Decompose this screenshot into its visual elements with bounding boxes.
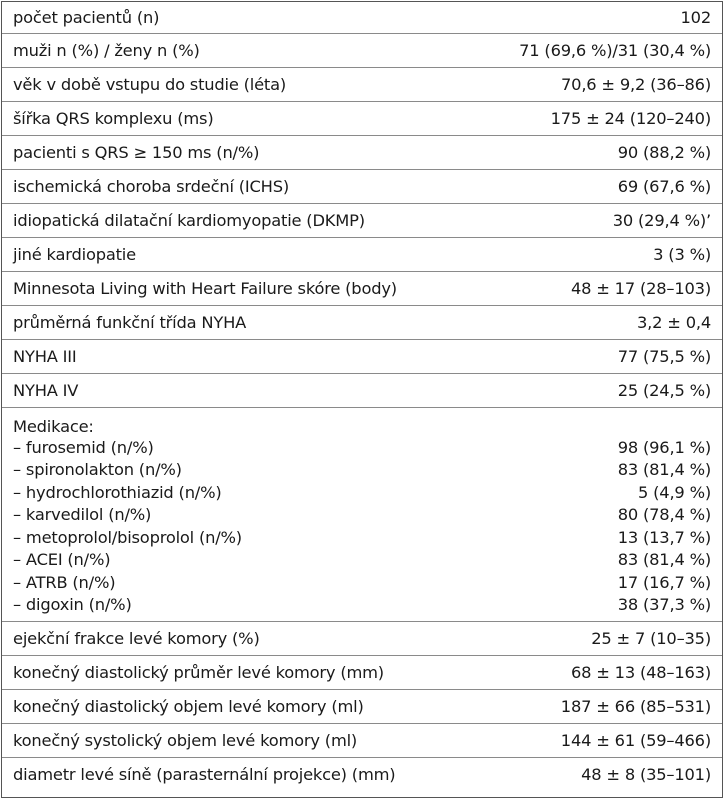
row-value: 144 ± 61 (59–466): [473, 723, 722, 758]
medication-row: – digoxin (n/%) 38 (37,3 %): [2, 593, 722, 622]
medication-label: – ATRB (n/%): [13, 572, 116, 592]
table-row: NYHA IV 25 (24,5 %): [2, 373, 722, 408]
medication-value: 83 (81,4 %): [617, 550, 711, 570]
row-value: 3,2 ± 0,4: [473, 305, 722, 340]
medication-row: – ATRB (n/%) 17 (16,7 %): [2, 571, 722, 594]
row-value: 187 ± 66 (85–531): [473, 689, 722, 724]
patient-characteristics-table: počet pacientů (n) 102 muži n (%) / ženy…: [2, 2, 722, 792]
row-label: věk v době vstupu do studie (léta): [2, 67, 474, 102]
table-row: NYHA III 77 (75,5 %): [2, 339, 722, 374]
row-label: muži n (%) / ženy n (%): [2, 33, 474, 68]
medication-value: 13 (13,7 %): [617, 527, 711, 547]
row-value: 25 (24,5 %): [473, 373, 722, 408]
medication-label: – hydrochlorothiazid (n/%): [13, 482, 222, 502]
medication-value: 80 (78,4 %): [617, 505, 711, 525]
medication-row: – furosemid (n/%) 98 (96,1 %): [2, 436, 722, 459]
medication-value: 98 (96,1 %): [617, 437, 711, 457]
medication-heading-row: Medikace:: [2, 408, 722, 436]
medication-label: – digoxin (n/%): [2, 593, 474, 622]
row-label: diametr levé síně (parasternální projekc…: [13, 765, 396, 784]
row-label: konečný diastolický objem levé komory (m…: [2, 689, 474, 724]
medication-value: 83 (81,4 %): [617, 460, 711, 480]
row-label: NYHA IV: [2, 373, 474, 408]
row-value: 30 (29,4 %)’: [473, 203, 722, 238]
table-row: konečný systolický objem levé komory (ml…: [2, 723, 722, 758]
medication-row: – karvedilol (n/%) 80 (78,4 %): [2, 504, 722, 527]
table-row: idiopatická dilatační kardiomyopatie (DK…: [2, 203, 722, 238]
row-label: Minnesota Living with Heart Failure skór…: [2, 271, 474, 306]
medication-value: 5 (4,9 %): [638, 482, 711, 502]
row-label: šířka QRS komplexu (ms): [2, 101, 474, 136]
table-row: Minnesota Living with Heart Failure skór…: [2, 271, 722, 306]
medication-label: – spironolakton (n/%): [13, 460, 182, 480]
table-row: ejekční frakce levé komory (%) 25 ± 7 (1…: [2, 621, 722, 656]
row-value: 48 ± 17 (28–103): [473, 271, 722, 306]
row-value: 175 ± 24 (120–240): [473, 101, 722, 136]
table-row: konečný diastolický objem levé komory (m…: [2, 689, 722, 724]
row-label: průměrná funkční třída NYHA: [2, 305, 474, 340]
row-label: ischemická choroba srdeční (ICHS): [2, 169, 474, 204]
row-label: ejekční frakce levé komory (%): [2, 621, 474, 656]
medication-value: 38 (37,3 %): [473, 593, 722, 622]
row-value: 70,6 ± 9,2 (36–86): [473, 67, 722, 102]
row-value: 71 (69,6 %)/31 (30,4 %): [473, 33, 722, 68]
table-row: pacienti s QRS ≥ 150 ms (n/%) 90 (88,2 %…: [2, 135, 722, 170]
table-row: věk v době vstupu do studie (léta) 70,6 …: [2, 67, 722, 102]
medication-row: – spironolakton (n/%) 83 (81,4 %): [2, 459, 722, 482]
medication-label: – furosemid (n/%): [13, 437, 154, 457]
row-label: konečný systolický objem levé komory (ml…: [2, 723, 474, 758]
medication-label: – ACEI (n/%): [13, 550, 111, 570]
medication-heading: Medikace:: [13, 417, 94, 436]
row-value: 102: [473, 2, 722, 34]
medication-label: – karvedilol (n/%): [13, 505, 152, 525]
row-label: NYHA III: [2, 339, 474, 374]
medication-row: – metoprolol/bisoprolol (n/%) 13 (13,7 %…: [2, 526, 722, 549]
row-value: 25 ± 7 (10–35): [473, 621, 722, 656]
medication-value: 17 (16,7 %): [617, 572, 711, 592]
medication-label: – metoprolol/bisoprolol (n/%): [13, 527, 242, 547]
row-label: pacienti s QRS ≥ 150 ms (n/%): [2, 135, 474, 170]
table-row: počet pacientů (n) 102: [2, 2, 722, 34]
row-value: 68 ± 13 (48–163): [473, 655, 722, 690]
row-value: 48 ± 8 (35–101): [581, 765, 711, 784]
table-row: šířka QRS komplexu (ms) 175 ± 24 (120–24…: [2, 101, 722, 136]
row-value: 77 (75,5 %): [473, 339, 722, 374]
table-row: průměrná funkční třída NYHA 3,2 ± 0,4: [2, 305, 722, 340]
medication-row: – hydrochlorothiazid (n/%) 5 (4,9 %): [2, 481, 722, 504]
table-row: muži n (%) / ženy n (%) 71 (69,6 %)/31 (…: [2, 33, 722, 68]
row-value: 90 (88,2 %): [473, 135, 722, 170]
table-row: diametr levé síně (parasternální projekc…: [2, 757, 722, 792]
medication-row: – ACEI (n/%) 83 (81,4 %): [2, 549, 722, 572]
row-label: jiné kardiopatie: [2, 237, 474, 272]
row-label: počet pacientů (n): [2, 2, 474, 34]
row-label: idiopatická dilatační kardiomyopatie (DK…: [2, 203, 474, 238]
row-label: konečný diastolický průměr levé komory (…: [2, 655, 474, 690]
table-row: konečný diastolický průměr levé komory (…: [2, 655, 722, 690]
row-value: 3 (3 %): [473, 237, 722, 272]
row-value: 69 (67,6 %): [473, 169, 722, 204]
table-row: jiné kardiopatie 3 (3 %): [2, 237, 722, 272]
table-row: ischemická choroba srdeční (ICHS) 69 (67…: [2, 169, 722, 204]
